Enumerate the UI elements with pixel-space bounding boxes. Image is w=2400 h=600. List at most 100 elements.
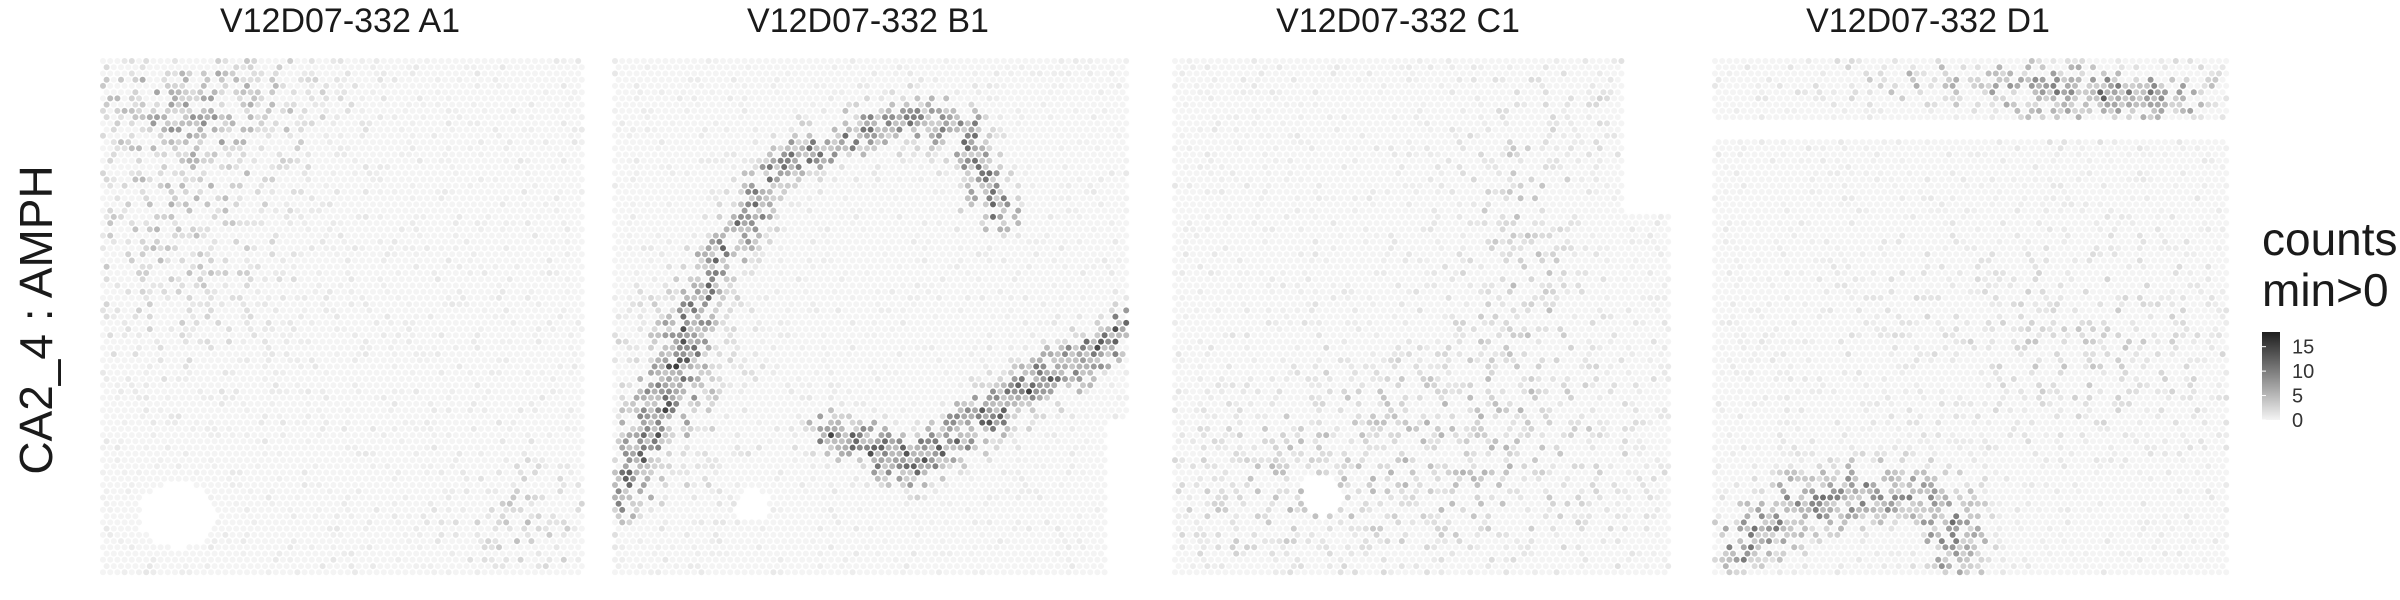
- spot: [560, 145, 567, 152]
- spot: [157, 195, 164, 202]
- spot: [229, 232, 236, 239]
- spot: [431, 58, 438, 64]
- spot: [139, 64, 146, 71]
- spot: [341, 226, 348, 233]
- spot: [366, 182, 373, 189]
- spot: [226, 438, 232, 445]
- spot: [521, 251, 528, 258]
- spot: [312, 164, 319, 170]
- spot: [269, 201, 276, 208]
- spot: [420, 89, 427, 96]
- spot: [283, 351, 290, 358]
- spot: [474, 132, 481, 139]
- spot: [373, 357, 380, 364]
- spot: [143, 232, 150, 239]
- spot: [442, 89, 448, 96]
- spot: [136, 157, 142, 164]
- spot: [539, 82, 546, 89]
- spot: [222, 506, 229, 513]
- spot: [514, 413, 520, 420]
- spot: [427, 413, 434, 420]
- spot: [211, 263, 218, 270]
- spot: [236, 58, 243, 64]
- spot: [341, 238, 348, 245]
- spot: [280, 270, 286, 276]
- spot: [215, 294, 222, 301]
- spot: [139, 139, 146, 146]
- spot: [251, 469, 258, 476]
- spot: [330, 307, 337, 314]
- spot: [190, 326, 196, 333]
- spot: [226, 151, 232, 158]
- spot: [553, 282, 560, 289]
- spot: [517, 120, 524, 127]
- spot: [492, 488, 499, 495]
- spot: [208, 257, 214, 264]
- spot: [452, 332, 459, 339]
- spot: [240, 126, 247, 133]
- spot: [528, 238, 535, 245]
- spot: [388, 245, 394, 252]
- spot: [348, 450, 355, 457]
- spot: [542, 89, 549, 96]
- spot: [521, 64, 528, 71]
- spot: [244, 419, 250, 426]
- spot: [175, 438, 182, 445]
- spot: [517, 469, 524, 476]
- spot: [280, 120, 286, 127]
- spot: [330, 207, 337, 214]
- spot: [161, 376, 168, 382]
- spot: [316, 332, 322, 339]
- spot: [517, 457, 524, 464]
- spot: [139, 176, 146, 183]
- spot: [413, 139, 420, 146]
- spot: [370, 500, 376, 507]
- spot: [532, 170, 538, 177]
- spot: [179, 444, 186, 451]
- spot: [161, 238, 168, 245]
- spot: [370, 101, 376, 108]
- spot: [200, 332, 207, 339]
- spot: [287, 170, 294, 177]
- spot: [496, 457, 502, 464]
- spot: [456, 500, 463, 507]
- spot: [254, 513, 261, 520]
- spot: [348, 276, 355, 283]
- spot: [460, 232, 466, 239]
- spot: [301, 270, 308, 276]
- spot: [280, 332, 286, 339]
- spot: [474, 157, 481, 164]
- spot: [218, 288, 225, 295]
- spot: [215, 220, 222, 227]
- spot: [193, 407, 200, 414]
- spot: [305, 400, 312, 407]
- spot: [442, 351, 448, 358]
- spot: [168, 114, 175, 121]
- spot: [316, 120, 322, 127]
- spot: [132, 513, 139, 520]
- spot: [377, 351, 384, 358]
- spot: [164, 282, 171, 289]
- spot: [110, 413, 117, 420]
- spot: [571, 450, 578, 457]
- spot: [258, 457, 265, 464]
- spot: [168, 400, 175, 407]
- spot: [204, 438, 211, 445]
- spot: [395, 270, 402, 276]
- spot: [164, 457, 171, 464]
- spot: [330, 132, 337, 139]
- spot: [107, 307, 114, 314]
- spot: [154, 338, 160, 345]
- spot: [215, 107, 222, 114]
- spot: [258, 469, 265, 476]
- spot: [269, 114, 276, 121]
- spot: [186, 257, 193, 264]
- spot: [294, 419, 301, 426]
- spot: [557, 226, 564, 233]
- spot: [524, 457, 531, 464]
- spot: [172, 307, 178, 314]
- spot: [136, 70, 142, 77]
- spot: [272, 332, 279, 339]
- spot: [352, 294, 358, 301]
- spot: [388, 157, 394, 164]
